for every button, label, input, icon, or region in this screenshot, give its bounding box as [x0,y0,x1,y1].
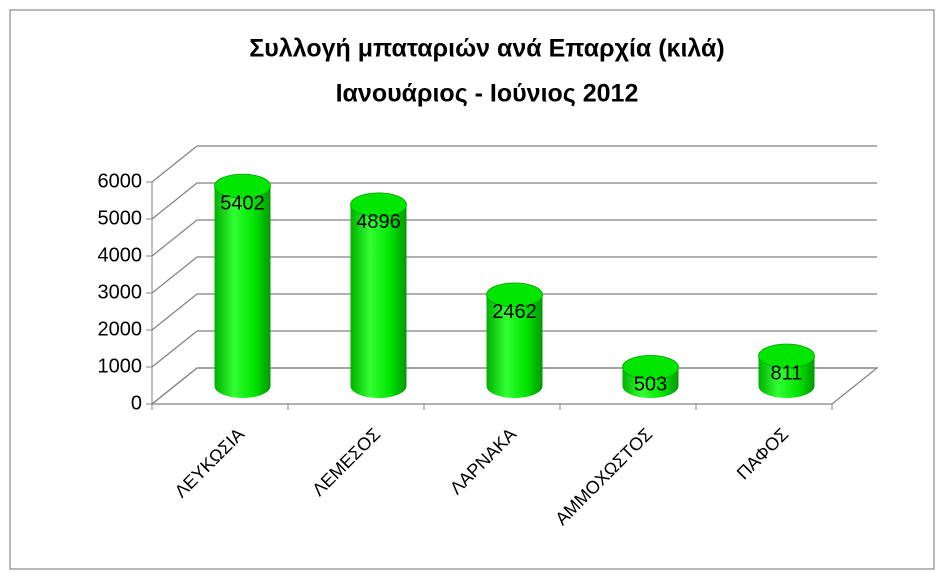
value-label: 2462 [492,301,537,323]
grid-line [151,256,877,294]
grid-line [151,219,877,257]
value-label: 503 [634,374,667,396]
y-tick-label: 5000 [98,207,143,229]
grid-line [151,145,877,183]
y-tick-label: 3000 [98,281,143,303]
y-tick-label: 0 [131,392,142,414]
chart-frame [9,9,935,570]
y-tick-label: 6000 [98,170,143,192]
bar [758,343,815,398]
y-tick-label: 2000 [98,318,143,340]
y-tick-label: 4000 [98,244,143,266]
chart-title: Συλλογή μπαταριών ανά Επαρχία (κιλά) [249,35,724,63]
grid-line [151,182,877,220]
chart-subtitle: Ιανουάριος - Ιούνιος 2012 [336,80,639,108]
bar [214,173,271,398]
value-label: 5402 [220,192,265,214]
value-label: 811 [771,362,803,384]
bar [350,192,407,398]
grid-line [151,330,877,368]
bar [486,282,543,398]
value-label: 4896 [356,211,401,233]
y-tick-label: 1000 [98,355,143,377]
grid-line [151,293,877,331]
bar [622,354,679,398]
